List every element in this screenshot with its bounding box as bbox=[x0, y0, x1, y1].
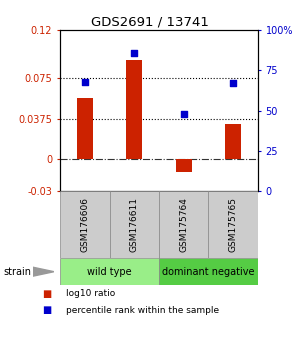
Bar bbox=[208, 191, 258, 258]
Bar bbox=[60, 191, 110, 258]
Text: wild type: wild type bbox=[87, 267, 132, 277]
Text: GSM176606: GSM176606 bbox=[80, 197, 89, 252]
Text: strain: strain bbox=[3, 267, 31, 277]
Text: percentile rank within the sample: percentile rank within the sample bbox=[66, 306, 219, 315]
Point bbox=[132, 50, 137, 56]
Bar bbox=[159, 258, 258, 285]
Bar bbox=[176, 159, 192, 172]
Text: log10 ratio: log10 ratio bbox=[66, 289, 115, 298]
Bar bbox=[110, 191, 159, 258]
Text: ■: ■ bbox=[42, 306, 51, 315]
Polygon shape bbox=[33, 267, 54, 276]
Point bbox=[82, 79, 87, 85]
Text: GSM176611: GSM176611 bbox=[130, 197, 139, 252]
Text: ■: ■ bbox=[42, 289, 51, 299]
Bar bbox=[126, 60, 142, 159]
Point bbox=[231, 80, 236, 86]
Text: dominant negative: dominant negative bbox=[162, 267, 255, 277]
Text: GDS2691 / 13741: GDS2691 / 13741 bbox=[91, 16, 209, 29]
Bar bbox=[225, 124, 241, 159]
Bar bbox=[60, 258, 159, 285]
Bar bbox=[159, 191, 208, 258]
Text: GSM175764: GSM175764 bbox=[179, 197, 188, 252]
Bar bbox=[77, 98, 93, 159]
Point bbox=[181, 111, 186, 117]
Text: GSM175765: GSM175765 bbox=[229, 197, 238, 252]
